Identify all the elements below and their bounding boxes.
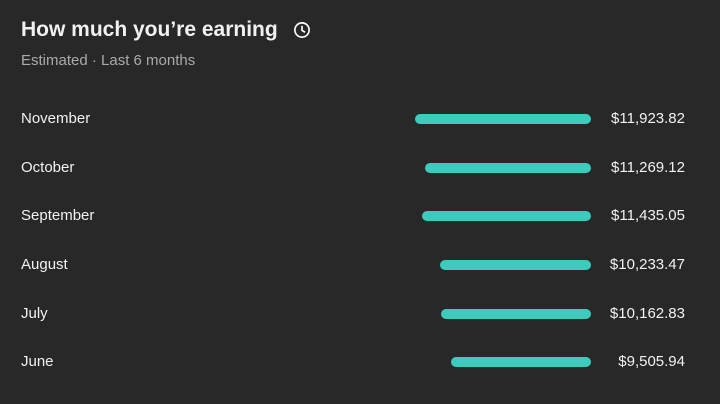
earnings-row: September $11,435.05: [0, 201, 720, 231]
card-subtitle: Estimated · Last 6 months: [21, 52, 196, 69]
earnings-value: $11,923.82: [611, 110, 685, 127]
earnings-bar: [424, 163, 591, 173]
earnings-row: June $9,505.94: [0, 347, 720, 377]
earnings-bar: [415, 114, 591, 124]
card-title-text: How much you’re earning: [21, 18, 278, 41]
earnings-value: $9,505.94: [618, 353, 685, 370]
earnings-row: November $11,923.82: [0, 104, 720, 134]
earnings-value: $11,435.05: [611, 207, 685, 224]
earnings-bar: [439, 260, 591, 270]
month-label: November: [21, 110, 91, 127]
earnings-value: $11,269.12: [611, 159, 685, 176]
month-label: June: [21, 353, 54, 370]
card-title: How much you’re earning: [21, 18, 311, 42]
month-label: September: [21, 207, 95, 224]
earnings-bar: [450, 357, 591, 367]
earnings-value: $10,162.83: [609, 305, 685, 322]
month-label: October: [21, 159, 75, 176]
earnings-row: October $11,269.12: [0, 153, 720, 183]
earnings-row: August $10,233.47: [0, 250, 720, 280]
month-label: August: [21, 256, 68, 273]
month-label: July: [21, 305, 48, 322]
earnings-value: $10,233.47: [609, 256, 685, 273]
clock-icon[interactable]: [293, 21, 311, 39]
earnings-bar: [422, 211, 591, 221]
earnings-bar: [441, 309, 591, 319]
earnings-row: July $10,162.83: [0, 299, 720, 329]
